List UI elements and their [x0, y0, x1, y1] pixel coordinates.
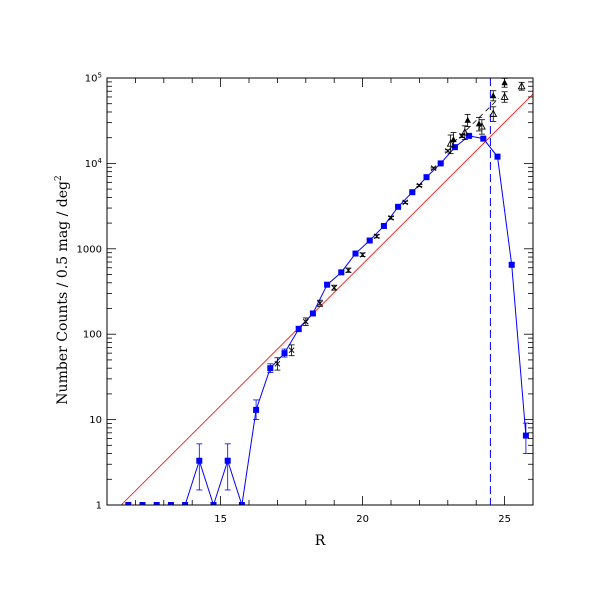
series-0-point: [309, 310, 316, 317]
x-tick-label: 15: [214, 514, 227, 525]
series-2-point: [517, 81, 526, 90]
series-0-point: [508, 261, 515, 268]
series-0-point: [224, 457, 231, 464]
y-tick-label: 104: [85, 157, 103, 170]
series-0-point: [380, 222, 387, 229]
series-1-point: [373, 233, 380, 240]
series-0-point: [466, 132, 473, 139]
series-1-point: [359, 251, 366, 258]
series-1-point: [317, 300, 323, 307]
series-3-point: [450, 136, 457, 143]
series-2-point: [446, 139, 455, 147]
y-tick-label: 1000: [77, 244, 102, 255]
y-tick-label: 10: [89, 415, 102, 426]
series-0-point: [139, 502, 146, 505]
series-0-point: [338, 269, 345, 276]
series-0-point: [182, 502, 189, 505]
series-0-point: [281, 350, 288, 357]
series-1-point: [402, 199, 409, 206]
x-axis-title: R: [315, 533, 326, 549]
x-tick-label: 20: [356, 514, 369, 525]
series-0-point: [437, 160, 444, 167]
series-0-point: [423, 174, 430, 181]
y-axis-title-superscript: 2: [54, 175, 64, 181]
series-1-point: [331, 284, 338, 291]
y-tick-label: 105: [85, 72, 102, 85]
series-0-point: [395, 203, 402, 210]
y-axis-title: Number Counts / 0.5 mag / deg2: [54, 175, 71, 404]
x-tick-label: 25: [498, 514, 511, 525]
y-tick-label: 1: [96, 501, 102, 512]
y-tick-label: 100: [83, 330, 102, 341]
axis-ticks: 15 20 25 1 10 100 1000 104 105: [77, 72, 534, 525]
series-0-point: [167, 502, 174, 505]
series-2-point: [489, 109, 498, 117]
series-1-point: [444, 148, 451, 154]
series-0-point: [324, 281, 331, 288]
series-2-point: [500, 92, 509, 100]
series-0-point: [522, 432, 529, 439]
series-1-point: [274, 360, 281, 367]
series-1-point: [430, 165, 437, 171]
series-1-point: [302, 318, 309, 325]
plot-frame: [106, 77, 534, 506]
series-0-point: [480, 135, 487, 142]
fit-line: [120, 93, 533, 505]
series-0-line: [128, 135, 527, 505]
series-0-point: [267, 365, 274, 372]
series-0-point: [238, 502, 245, 505]
series-0-point: [153, 502, 160, 505]
series-0-point: [295, 326, 302, 333]
series-0-point: [196, 457, 203, 464]
plot-area: [120, 78, 533, 505]
series-1-point: [416, 182, 423, 189]
series-0-point: [210, 502, 217, 505]
series-3-point: [475, 120, 483, 127]
series-1-point: [459, 133, 465, 139]
y-axis-title-text: Number Counts / 0.5 mag / deg: [55, 181, 71, 405]
series-1-point: [345, 267, 352, 274]
series-1-point: [388, 215, 394, 221]
series-2-point: [460, 128, 469, 136]
series-0-point: [409, 189, 416, 196]
series-0-point: [366, 237, 373, 244]
series-3-point: [490, 92, 497, 99]
series-0-point: [253, 406, 260, 413]
series-1-point: [288, 347, 295, 354]
series-0-point: [352, 250, 359, 257]
series-0-point: [125, 502, 132, 505]
series-0-point: [494, 153, 501, 160]
series-3-point: [464, 116, 471, 123]
black-dashed-segment: [453, 97, 500, 143]
